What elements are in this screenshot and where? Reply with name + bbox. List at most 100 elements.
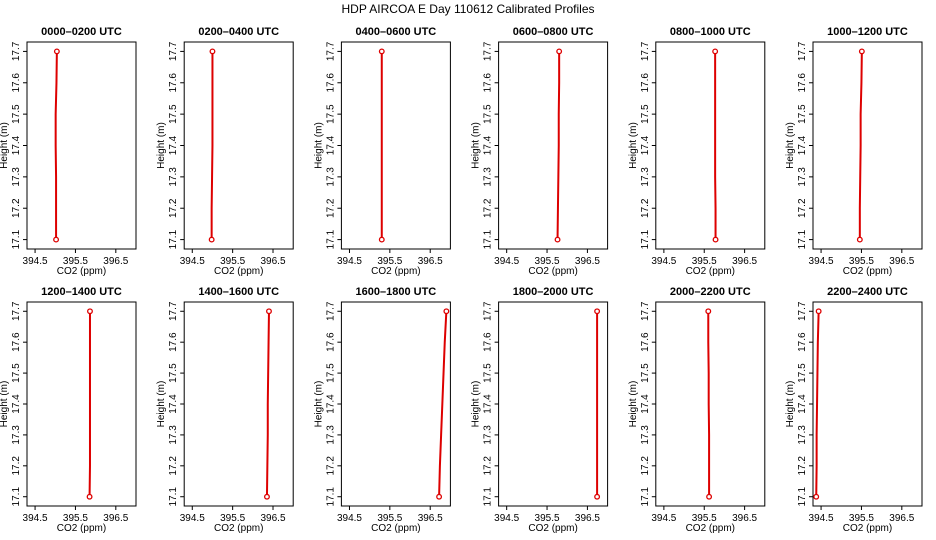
plot-frame [498, 41, 609, 250]
top-point-marker [378, 48, 385, 55]
y-axis-label: Height (m) [156, 122, 167, 169]
x-tick-label: 395.5 [692, 256, 717, 267]
top-point-marker [858, 48, 865, 55]
panel-title: 0800–1000 UTC [670, 26, 751, 38]
plot-frame [498, 301, 609, 507]
y-tick-label: 17.5 [483, 104, 494, 124]
x-tick-label: 396.5 [418, 513, 443, 524]
profile-line [265, 311, 270, 497]
plot-frame [340, 41, 451, 250]
y-tick-label: 17.2 [483, 456, 494, 476]
y-tick-label: 17.5 [483, 363, 494, 383]
y-tick-label: 17.4 [168, 394, 179, 414]
y-tick-label: 17.6 [11, 332, 22, 352]
panel-title: 1600–1800 UTC [356, 286, 437, 298]
bottom-point-marker [856, 236, 863, 243]
y-tick-label: 17.4 [797, 135, 808, 155]
x-tick-label: 396.5 [889, 256, 914, 267]
plot-frame [655, 41, 766, 250]
top-point-marker [712, 48, 719, 55]
x-axis-label: CO2 (ppm) [528, 523, 577, 534]
y-tick-label: 17.5 [797, 363, 808, 383]
x-tick-label: 396.5 [889, 513, 914, 524]
top-point-marker [594, 308, 601, 315]
y-tick-label: 17.7 [325, 301, 336, 321]
x-tick-label: 395.5 [535, 513, 560, 524]
x-tick-label: 395.5 [849, 513, 874, 524]
y-tick-label: 17.7 [640, 301, 651, 321]
bottom-point-marker [706, 493, 713, 500]
y-tick-label: 17.4 [640, 394, 651, 414]
y-tick-label: 17.2 [325, 456, 336, 476]
y-axis-label: Height (m) [471, 381, 482, 428]
x-tick-label: 396.5 [103, 256, 128, 267]
top-point-marker [266, 308, 272, 315]
x-axis-label: CO2 (ppm) [214, 523, 263, 534]
y-tick-label: 17.1 [11, 487, 22, 507]
top-point-marker [815, 308, 822, 315]
y-tick-label: 17.4 [168, 135, 179, 155]
y-tick-label: 17.2 [640, 198, 651, 218]
plot-frame [183, 301, 294, 507]
bottom-point-marker [594, 493, 601, 500]
plot-frame [655, 301, 766, 507]
y-tick-label: 17.6 [168, 332, 179, 352]
plot-frame [183, 41, 294, 250]
y-tick-label: 17.6 [325, 73, 336, 93]
y-tick-label: 17.2 [168, 456, 179, 476]
panel-title: 1000–1200 UTC [827, 26, 908, 38]
y-tick-label: 17.6 [168, 73, 179, 93]
y-tick-label: 17.2 [483, 198, 494, 218]
y-axis-label: Height (m) [0, 122, 10, 169]
x-axis-label: CO2 (ppm) [371, 523, 420, 534]
y-tick-label: 17.5 [168, 363, 179, 383]
plot-frame [812, 41, 923, 250]
x-tick-label: 394.5 [494, 513, 519, 524]
profile-line [54, 51, 58, 240]
y-tick-label: 17.7 [325, 41, 336, 61]
top-point-marker [556, 48, 563, 55]
profile-line [858, 51, 863, 240]
bottom-point-marker [436, 493, 443, 500]
bottom-point-marker [264, 493, 270, 500]
y-tick-label: 17.5 [11, 104, 22, 124]
y-tick-label: 17.5 [11, 363, 22, 383]
x-axis-label: CO2 (ppm) [686, 523, 735, 534]
y-tick-label: 17.5 [325, 363, 336, 383]
y-tick-label: 17.3 [325, 167, 336, 187]
x-tick-label: 396.5 [575, 513, 600, 524]
bottom-point-marker [208, 236, 215, 243]
bottom-point-marker [554, 236, 561, 243]
x-tick-label: 394.5 [337, 513, 362, 524]
figure-title: HDP AIRCOA E Day 110612 Calibrated Profi… [341, 2, 594, 16]
x-tick-label: 396.5 [260, 256, 285, 267]
panel-title: 2000–2200 UTC [670, 286, 751, 298]
y-tick-label: 17.2 [168, 198, 179, 218]
y-tick-label: 17.5 [168, 104, 179, 124]
panel-title: 1400–1600 UTC [198, 286, 279, 298]
top-point-marker [53, 48, 60, 55]
y-tick-label: 17.3 [797, 425, 808, 445]
y-tick-label: 17.6 [797, 332, 808, 352]
panel-title: 0600–0800 UTC [513, 26, 594, 38]
y-tick-label: 17.1 [325, 229, 336, 249]
y-tick-label: 17.7 [11, 301, 22, 321]
x-axis-label: CO2 (ppm) [686, 266, 735, 277]
x-axis-label: CO2 (ppm) [843, 523, 892, 534]
y-tick-label: 17.4 [325, 135, 336, 155]
y-tick-label: 17.5 [797, 104, 808, 124]
y-tick-label: 17.1 [483, 229, 494, 249]
x-tick-label: 396.5 [575, 256, 600, 267]
x-tick-label: 396.5 [418, 256, 443, 267]
profile-line [815, 311, 820, 497]
y-tick-label: 17.1 [640, 229, 651, 249]
